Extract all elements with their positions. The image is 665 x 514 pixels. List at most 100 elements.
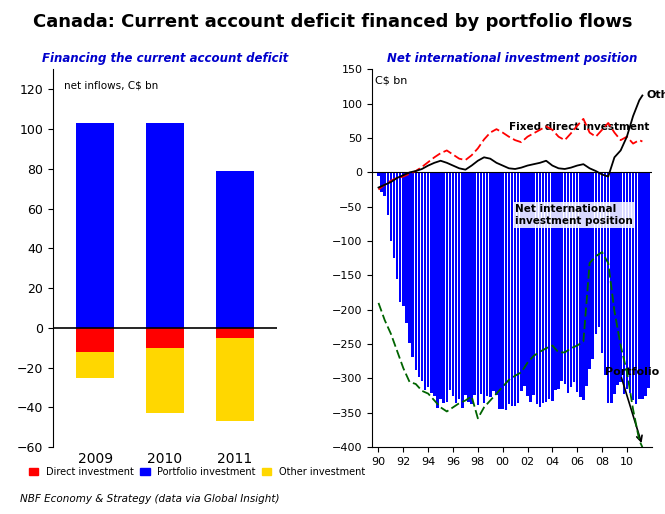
Bar [455,172,458,402]
Bar [377,172,380,176]
Bar [414,172,417,370]
Bar [561,172,563,381]
Bar [486,172,488,396]
Bar [589,172,591,369]
Bar [619,172,622,382]
Bar [412,172,414,357]
Bar [582,172,585,400]
Bar [579,172,581,397]
Bar [399,172,402,302]
Text: Net international
investment position: Net international investment position [515,205,633,226]
Bar [495,172,497,395]
Bar [523,172,525,386]
Legend: Direct investment, Portfolio investment, Other investment: Direct investment, Portfolio investment,… [25,463,369,481]
Bar [424,172,426,391]
Bar [436,172,439,408]
Bar [539,172,541,407]
Bar [567,172,569,393]
Bar [215,338,254,421]
Bar [442,172,445,403]
Bar [461,172,464,408]
Bar [638,172,640,399]
Bar [600,172,603,353]
Bar [576,172,579,392]
Bar [501,172,504,409]
Bar [479,172,482,394]
Bar [405,172,408,323]
Bar [464,172,467,395]
Bar [554,172,557,390]
Bar [573,172,575,382]
Bar [384,172,386,196]
Bar [477,172,479,405]
Bar [498,172,501,409]
Bar [632,172,634,400]
Bar [215,171,254,328]
Bar [380,172,383,192]
Bar [390,172,392,241]
Bar [492,172,495,391]
Bar [598,172,600,327]
Text: C$ bn: C$ bn [375,75,408,85]
Bar [514,172,516,406]
Bar [449,172,451,390]
Bar [418,172,420,377]
Bar [146,123,184,328]
Bar [215,328,254,338]
Bar [604,172,606,375]
Bar [467,172,469,401]
Bar [563,172,566,384]
Bar [76,352,114,378]
Bar [511,172,513,406]
Bar [393,172,395,258]
Text: Portfolio: Portfolio [604,367,659,377]
Bar [452,172,454,396]
Bar [440,172,442,399]
Bar [430,172,432,393]
Bar [545,172,547,402]
Bar [473,172,476,395]
Bar [421,172,423,381]
Bar [595,172,597,334]
Text: Canada: Current account deficit financed by portfolio flows: Canada: Current account deficit financed… [33,13,632,31]
Bar [526,172,529,396]
Bar [483,172,485,403]
Bar [489,172,491,397]
Bar [470,172,473,403]
Bar [146,328,184,348]
Bar [610,172,612,403]
Bar [433,172,436,396]
Bar [548,172,551,399]
Bar [557,172,560,389]
Bar [626,172,628,389]
Bar [458,172,460,399]
Bar [402,172,404,306]
Bar [628,172,631,393]
Bar [507,172,510,403]
Bar [570,172,572,387]
Title: Financing the current account deficit: Financing the current account deficit [42,52,288,65]
Bar [505,172,507,410]
Bar [591,172,594,359]
Bar [616,172,619,385]
Bar [446,172,448,402]
Bar [76,328,114,352]
Bar [396,172,398,279]
Bar [427,172,430,387]
Bar [635,172,638,404]
Bar [146,348,184,413]
Text: Other: Other [647,90,665,101]
Text: net inflows, C$ bn: net inflows, C$ bn [65,81,159,91]
Bar [529,172,532,402]
Bar [520,172,523,391]
Bar [644,172,647,396]
Title: Net international investment position: Net international investment position [387,52,637,65]
Bar [607,172,610,402]
Bar [641,172,644,399]
Bar [585,172,588,386]
Bar [551,172,553,401]
Text: Fixed direct investment: Fixed direct investment [509,122,649,132]
Bar [613,172,616,394]
Bar [76,123,114,328]
Bar [622,172,625,394]
